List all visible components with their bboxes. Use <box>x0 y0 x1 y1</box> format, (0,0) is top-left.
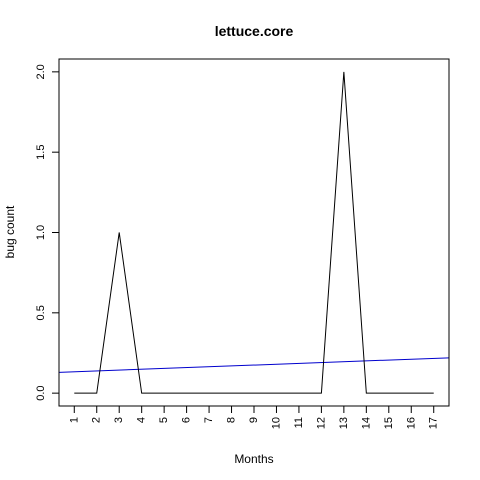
x-tick-label: 2 <box>91 417 103 423</box>
plot-region <box>59 71 449 394</box>
y-axis: 0.0 0.5 1.0 1.5 2.0 <box>35 64 60 401</box>
x-tick-label: 15 <box>383 417 395 429</box>
x-axis: 1 2 3 4 5 6 7 8 9 10 11 12 13 14 15 16 17 <box>68 405 440 429</box>
x-tick-label: 16 <box>405 417 417 429</box>
x-axis-label: Months <box>234 452 273 466</box>
x-tick-label: 3 <box>113 417 125 423</box>
plot-frame <box>58 58 450 407</box>
y-tick-label: 2.0 <box>35 64 47 79</box>
x-tick-label: 12 <box>315 417 327 429</box>
x-tick-label: 11 <box>293 417 305 428</box>
x-tick-label: 4 <box>136 417 148 423</box>
y-tick-label: 0.0 <box>35 386 47 401</box>
y-axis-label: bug count <box>3 205 17 258</box>
series-line-0 <box>74 71 434 394</box>
x-tick-label: 5 <box>158 417 170 423</box>
x-tick-label: 9 <box>248 417 260 423</box>
x-tick-label: 10 <box>270 417 282 429</box>
x-tick-label: 6 <box>181 417 193 423</box>
y-tick-label: 1.5 <box>35 145 47 160</box>
x-tick-label: 7 <box>203 417 215 423</box>
x-tick-label: 1 <box>68 417 80 423</box>
x-tick-label: 13 <box>338 417 350 429</box>
y-tick-label: 0.5 <box>35 305 47 320</box>
x-tick-label: 17 <box>428 417 440 429</box>
trend-line <box>59 357 449 373</box>
x-tick-label: 8 <box>226 417 238 423</box>
chart-title: lettuce.core <box>215 23 294 39</box>
y-tick-label: 1.0 <box>35 225 47 240</box>
x-tick-label: 14 <box>360 417 372 429</box>
